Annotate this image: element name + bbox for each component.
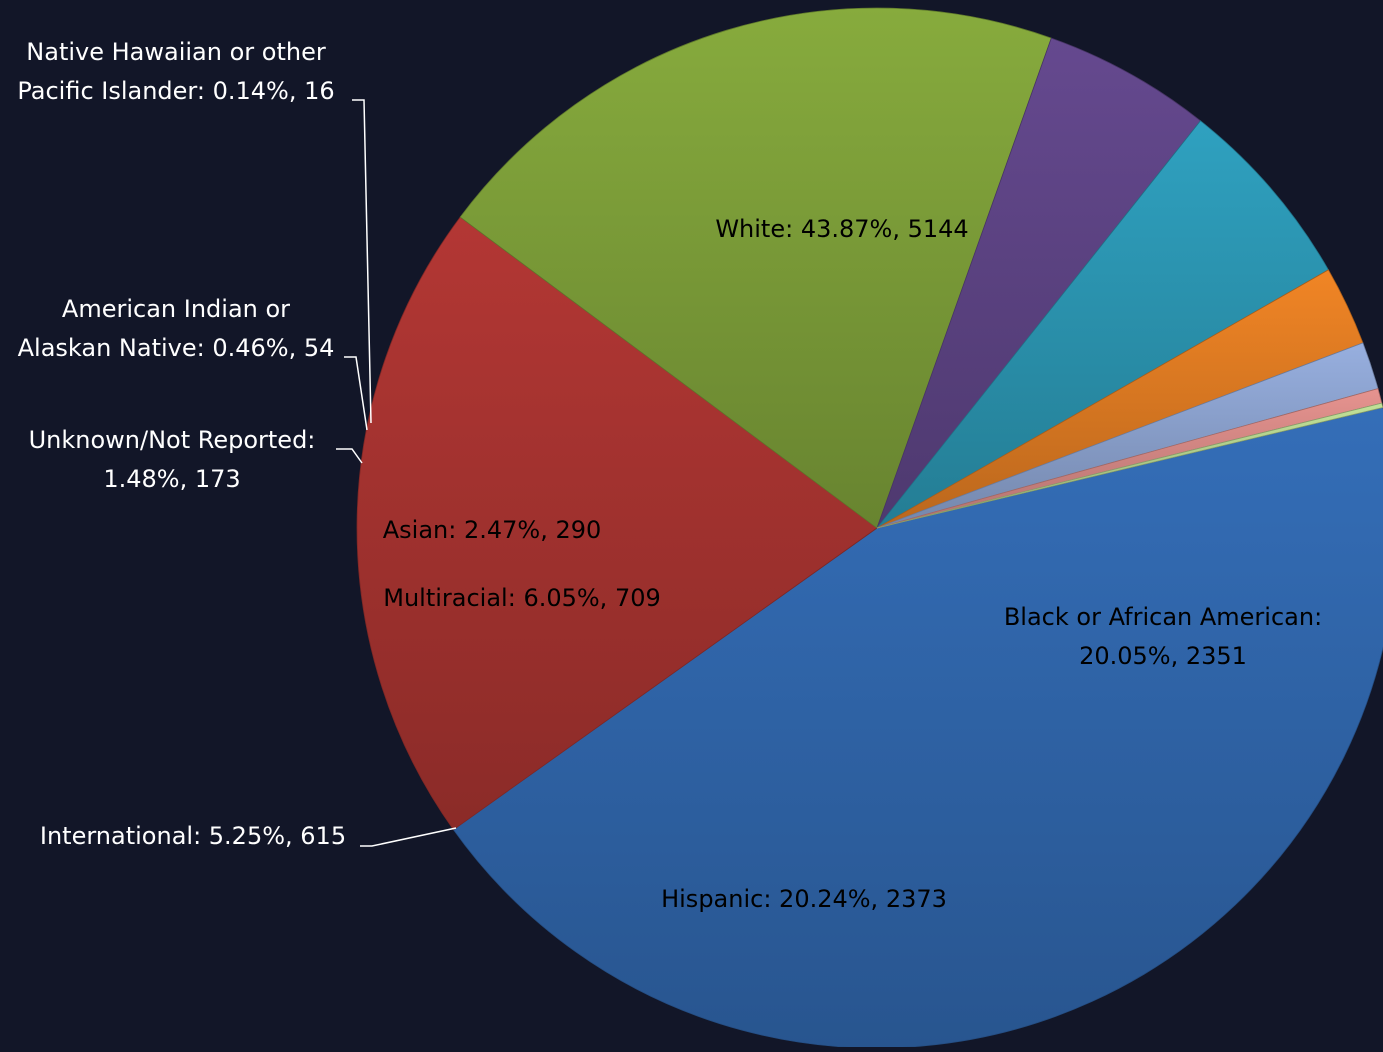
slices-layer (356, 7, 1383, 1049)
pie-slice-white (452, 407, 1383, 1049)
data-label-line: 1.48%, 173 (103, 465, 240, 493)
data-label-international: International: 5.25%, 615 (40, 822, 346, 850)
data-label-line: White: 43.87%, 5144 (715, 215, 968, 243)
leader-line-american-indian-or-alaskan-native (344, 356, 368, 431)
leader-line-native-hawaiian-or-other-pacific-islander (352, 99, 372, 424)
leader-lines-layer (336, 99, 457, 847)
data-label-asian: Asian: 2.47%, 290 (383, 516, 602, 544)
data-label-line: International: 5.25%, 615 (40, 822, 346, 850)
data-label-native-hawaiian-or-other-pacific-islander: Native Hawaiian or other Pacific Islander… (17, 38, 334, 105)
data-label-line: Black or African American: (1004, 603, 1322, 631)
data-label-line: Unknown/Not Reported: (29, 426, 316, 454)
data-label-multiracial: Multiracial: 6.05%, 709 (383, 584, 661, 612)
data-label-line: Native Hawaiian or other (26, 38, 326, 66)
data-label-line: 20.05%, 2351 (1079, 642, 1247, 670)
data-label-line: Hispanic: 20.24%, 2373 (661, 885, 947, 913)
data-label-line: American Indian or (62, 295, 290, 323)
data-label-line: Alaskan Native: 0.46%, 54 (18, 334, 335, 362)
data-label-black-or-african-american: Black or African American: 20.05%, 2351 (1004, 603, 1322, 670)
data-label-hispanic: Hispanic: 20.24%, 2373 (661, 885, 947, 913)
leader-line-unknown-not-reported (336, 448, 363, 464)
pie-slice-international (876, 37, 1202, 529)
pie-slice-multiracial (876, 120, 1329, 529)
data-label-american-indian-or-alaskan-native: American Indian or Alaskan Native: 0.46%,… (18, 295, 335, 362)
data-label-line: Asian: 2.47%, 290 (383, 516, 602, 544)
labels-layer: White: 43.87%, 5144 Black or African Amer… (17, 38, 1322, 913)
data-label-line: Multiracial: 6.05%, 709 (383, 584, 661, 612)
data-label-white: White: 43.87%, 5144 (715, 215, 968, 243)
leader-line-international (360, 827, 457, 847)
data-label-unknown-not-reported: Unknown/Not Reported: 1.48%, 173 (29, 426, 316, 493)
data-label-line: Pacific Islander: 0.14%, 16 (17, 77, 334, 105)
pie-slice-black-or-african-american (356, 216, 878, 831)
pie-slice-hispanic (459, 7, 1052, 529)
